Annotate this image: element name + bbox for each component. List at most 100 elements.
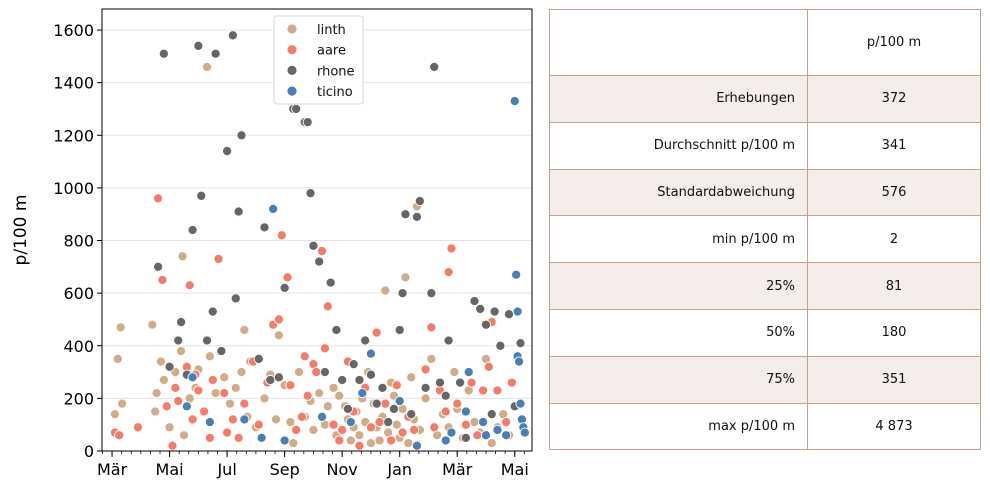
- data-point-linth: [314, 388, 325, 399]
- table-row-value: 4 873: [807, 402, 981, 451]
- data-point-ticino: [365, 348, 376, 359]
- data-point-linth: [391, 419, 402, 430]
- data-point-rhone: [153, 261, 164, 272]
- data-point-linth: [151, 388, 162, 399]
- data-point-rhone: [486, 409, 497, 420]
- data-point-aare: [213, 253, 224, 264]
- data-point-rhone: [443, 335, 454, 346]
- table-row-label: min p/100 m: [549, 215, 808, 264]
- data-point-linth: [230, 382, 241, 393]
- data-point-ticino: [492, 424, 503, 436]
- data-point-aare: [161, 401, 172, 412]
- table-row: Standardabweichung 576: [549, 168, 981, 217]
- data-point-rhone: [406, 409, 417, 420]
- table-row: 75% 351: [549, 355, 981, 404]
- data-point-linth: [219, 372, 230, 383]
- data-point-ticino: [514, 356, 525, 367]
- x-tick-label: Nov: [327, 460, 358, 479]
- data-point-aare: [170, 382, 181, 393]
- data-point-linth: [426, 353, 437, 364]
- data-point-aare: [328, 419, 339, 430]
- y-axis-title: p/100 m: [11, 195, 31, 266]
- table-row: min p/100 m 2: [549, 215, 981, 264]
- table-header-empty: [549, 9, 808, 76]
- data-point-rhone: [325, 277, 336, 288]
- table-header-row: p/100 m: [549, 9, 981, 76]
- data-point-aare: [253, 419, 264, 430]
- table-row-value: 576: [807, 168, 981, 217]
- data-point-linth: [308, 424, 319, 436]
- legend-marker-rhone: [286, 65, 298, 76]
- data-point-rhone: [331, 324, 342, 336]
- table-row-label: 75%: [549, 355, 808, 404]
- data-point-aare: [334, 435, 345, 446]
- data-point-aare: [276, 230, 287, 241]
- data-point-linth: [403, 438, 414, 449]
- data-point-ticino: [509, 96, 520, 107]
- data-point-rhone: [173, 335, 184, 346]
- data-point-linth: [400, 272, 411, 283]
- data-point-ticino: [204, 417, 215, 428]
- table-header-unit: p/100 m: [807, 9, 981, 76]
- table-row: 25% 81: [549, 262, 981, 310]
- data-point-ticino: [463, 367, 474, 378]
- table-row-value: 341: [807, 121, 981, 170]
- x-tick-label: Jul: [216, 460, 236, 479]
- data-point-aare: [365, 422, 376, 433]
- legend-marker-linth: [286, 23, 298, 35]
- data-point-rhone: [222, 146, 233, 157]
- data-point-linth: [112, 353, 123, 364]
- data-point-linth: [204, 351, 215, 362]
- data-point-aare: [452, 398, 463, 409]
- table-row-label: max p/100 m: [549, 402, 808, 451]
- data-point-aare: [311, 367, 322, 378]
- data-point-ticino: [316, 411, 328, 422]
- data-point-aare: [472, 430, 483, 441]
- data-point-rhone: [489, 306, 500, 317]
- legend-box: [273, 15, 364, 105]
- data-point-aare: [322, 301, 333, 312]
- legend-label-rhone: rhone: [317, 64, 355, 79]
- data-point-aare: [420, 364, 431, 375]
- data-point-linth: [201, 61, 213, 72]
- data-point-ticino: [460, 406, 471, 417]
- data-point-aare: [132, 422, 144, 433]
- data-point-rhone: [305, 188, 316, 199]
- data-point-rhone: [176, 317, 187, 328]
- data-point-linth: [374, 435, 385, 446]
- table-row-label: 50%: [549, 308, 808, 357]
- data-point-rhone: [164, 361, 175, 372]
- table-row: Durchschnitt p/100 m 341: [549, 121, 981, 170]
- data-point-aare: [316, 245, 328, 257]
- data-point-rhone: [429, 61, 440, 72]
- data-point-aare: [239, 398, 250, 409]
- y-tick-label: 200: [63, 389, 94, 408]
- y-tick-label: 1200: [53, 126, 94, 145]
- data-point-aare: [291, 424, 302, 436]
- data-point-rhone: [434, 377, 446, 388]
- data-point-rhone: [291, 103, 302, 115]
- legend-marker-aare: [286, 44, 298, 56]
- data-point-linth: [178, 430, 190, 441]
- data-point-aare: [386, 435, 397, 446]
- data-point-aare: [501, 417, 512, 428]
- data-point-rhone: [495, 340, 506, 351]
- legend-label-aare: aare: [317, 44, 346, 59]
- data-point-ticino: [446, 427, 457, 438]
- x-tick-label: Jan: [386, 460, 412, 479]
- data-point-linth: [158, 374, 169, 386]
- data-point-aare: [167, 440, 178, 451]
- data-point-ticino: [478, 417, 489, 428]
- data-point-linth: [354, 430, 365, 441]
- data-point-rhone: [420, 382, 431, 393]
- data-point-aare: [337, 424, 348, 436]
- data-point-rhone: [371, 398, 382, 409]
- data-point-aare: [446, 243, 457, 254]
- data-point-rhone: [207, 306, 218, 317]
- data-point-rhone: [337, 374, 348, 386]
- data-point-aare: [282, 272, 293, 283]
- data-point-rhone: [440, 390, 451, 401]
- data-point-linth: [406, 372, 417, 383]
- data-point-rhone: [397, 288, 408, 299]
- data-point-aare: [460, 419, 471, 430]
